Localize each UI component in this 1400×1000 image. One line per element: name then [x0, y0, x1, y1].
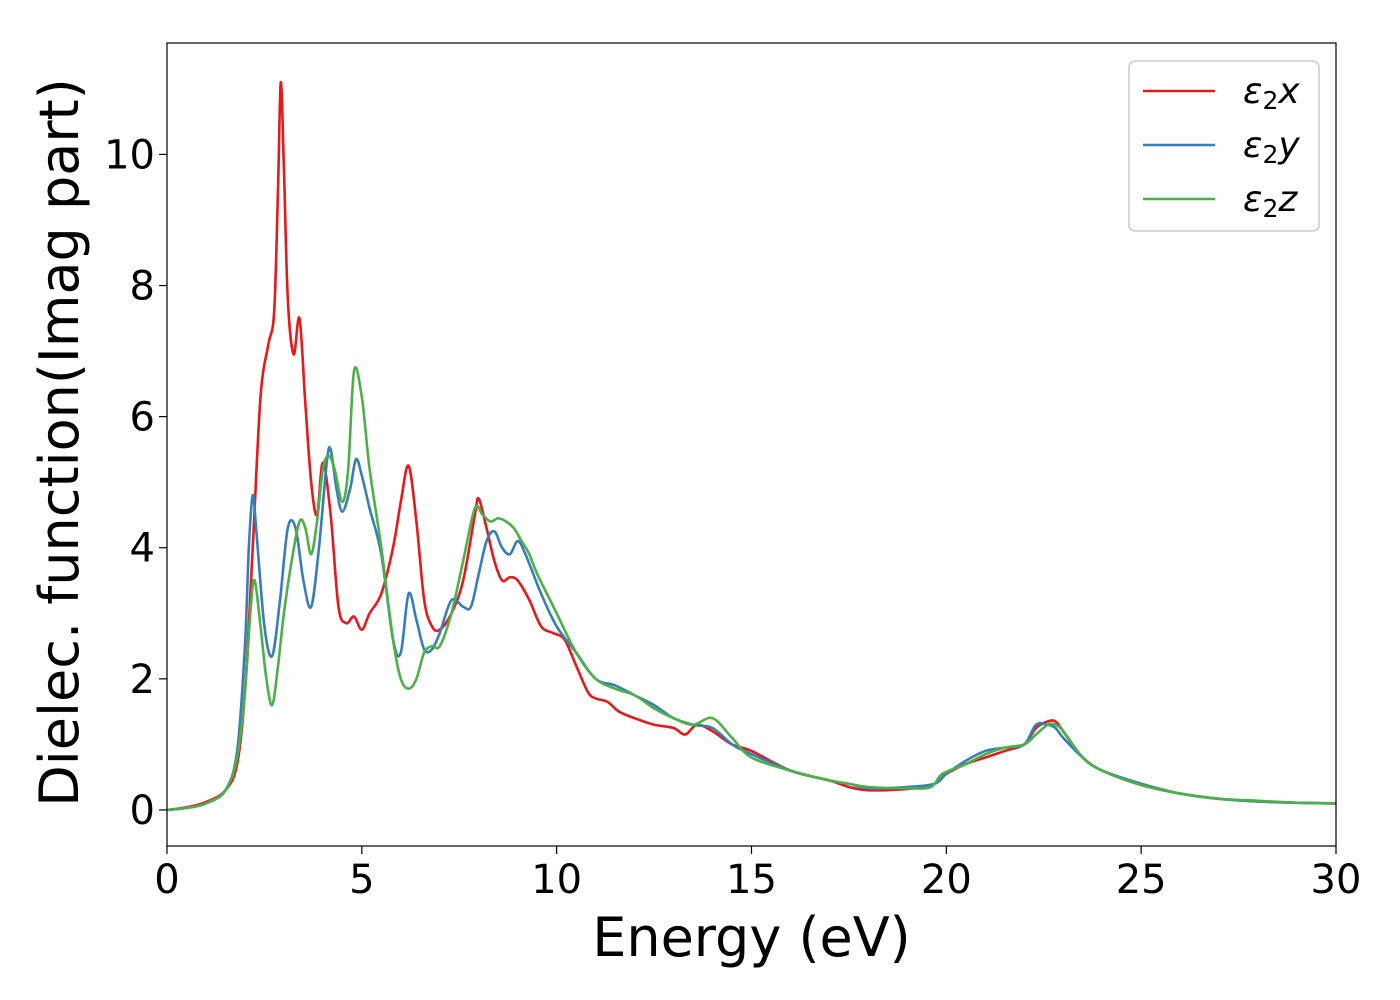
y-axis: 0 2 4 6 8 10	[104, 132, 167, 834]
x-tick-label: 5	[349, 857, 374, 903]
y-tick-label: 6	[130, 395, 155, 441]
x-tick-label: 20	[921, 857, 972, 903]
y-tick-label: 8	[130, 264, 155, 310]
series-line-z	[166, 366, 1337, 812]
y-axis-title: Dielec. function(Imag part)	[28, 78, 91, 807]
x-tick-label: 30	[1311, 857, 1362, 903]
series-line-x	[166, 81, 1337, 812]
x-tick-label: 15	[726, 857, 777, 903]
y-tick-label: 0	[130, 788, 155, 834]
y-tick-label: 10	[104, 132, 155, 178]
x-tick-label: 25	[1116, 857, 1167, 903]
x-tick-label: 10	[531, 857, 582, 903]
x-axis: 0 5 10 15 20 25 30	[154, 846, 1361, 903]
legend: ε2x ε2y ε2z	[1128, 60, 1320, 232]
plot-lines	[166, 81, 1337, 812]
legend-box	[1128, 60, 1320, 232]
x-tick-label: 0	[154, 857, 179, 903]
legend-label-y: ε2y	[1243, 125, 1300, 169]
y-tick-label: 4	[130, 526, 155, 572]
y-tick-label: 2	[130, 657, 155, 703]
legend-label-x: ε2x	[1243, 71, 1300, 115]
legend-label-z: ε2z	[1243, 179, 1298, 223]
x-axis-title: Energy (eV)	[592, 906, 911, 969]
